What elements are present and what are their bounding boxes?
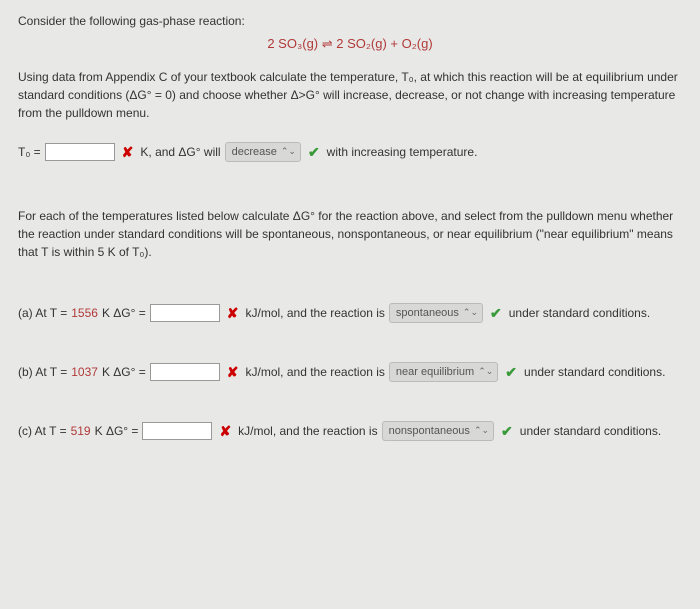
part-b-dropdown-label: near equilibrium <box>396 364 474 381</box>
x-mark-icon: ✘ <box>227 303 239 324</box>
intro-text: Consider the following gas-phase reactio… <box>18 12 682 30</box>
part-b-post: K ΔG° = <box>102 363 146 381</box>
part-c-temp: 519 <box>71 422 91 440</box>
part-a-tail: under standard conditions. <box>509 304 650 322</box>
equation: 2 SO₃(g) ⇌ 2 SO₂(g) + O₂(g) <box>18 34 682 54</box>
part-c-unit: kJ/mol, and the reaction is <box>238 422 377 440</box>
instructions-1: Using data from Appendix C of your textb… <box>18 68 682 122</box>
part-a-dropdown-label: spontaneous <box>396 305 459 322</box>
part-c-input[interactable] <box>142 422 212 440</box>
part-c-label: (c) At T = <box>18 422 67 440</box>
check-icon: ✔ <box>490 303 502 324</box>
part-b-dropdown[interactable]: near equilibrium ⌃⌄ <box>389 362 498 383</box>
part-b-temp: 1037 <box>71 363 98 381</box>
instructions-2: For each of the temperatures listed belo… <box>18 207 682 261</box>
part-c-row: (c) At T = 519 K ΔG° = ✘ kJ/mol, and the… <box>18 421 682 442</box>
part-c-post: K ΔG° = <box>95 422 139 440</box>
part-b-row: (b) At T = 1037 K ΔG° = ✘ kJ/mol, and th… <box>18 362 682 383</box>
part-a-input[interactable] <box>150 304 220 322</box>
part-b-unit: kJ/mol, and the reaction is <box>246 363 385 381</box>
part-a-row: (a) At T = 1556 K ΔG° = ✘ kJ/mol, and th… <box>18 303 682 324</box>
t0-after: K, and ΔG° will <box>140 143 220 161</box>
check-icon: ✔ <box>505 362 517 383</box>
part-a-post: K ΔG° = <box>102 304 146 322</box>
t0-row: T₀ = ✘ K, and ΔG° will decrease ⌃⌄ ✔ wit… <box>18 142 682 163</box>
t0-dropdown-label: decrease <box>232 144 277 161</box>
part-c-tail: under standard conditions. <box>520 422 661 440</box>
part-c-dropdown-label: nonspontaneous <box>389 423 470 440</box>
x-mark-icon: ✘ <box>219 421 231 442</box>
t0-label: T₀ = <box>18 143 41 161</box>
caret-icon: ⌃⌄ <box>478 365 493 379</box>
x-mark-icon: ✘ <box>122 142 134 163</box>
part-a-label: (a) At T = <box>18 304 67 322</box>
t0-tail: with increasing temperature. <box>327 143 478 161</box>
check-icon: ✔ <box>308 142 320 163</box>
t0-input[interactable] <box>45 143 115 161</box>
caret-icon: ⌃⌄ <box>463 306 478 320</box>
caret-icon: ⌃⌄ <box>281 145 296 159</box>
part-b-input[interactable] <box>150 363 220 381</box>
part-a-temp: 1556 <box>71 304 98 322</box>
part-b-tail: under standard conditions. <box>524 363 665 381</box>
caret-icon: ⌃⌄ <box>474 424 489 438</box>
part-a-dropdown[interactable]: spontaneous ⌃⌄ <box>389 303 483 324</box>
part-c-dropdown[interactable]: nonspontaneous ⌃⌄ <box>382 421 494 442</box>
part-b-label: (b) At T = <box>18 363 67 381</box>
x-mark-icon: ✘ <box>227 362 239 383</box>
check-icon: ✔ <box>501 421 513 442</box>
part-a-unit: kJ/mol, and the reaction is <box>246 304 385 322</box>
t0-dropdown[interactable]: decrease ⌃⌄ <box>225 142 301 163</box>
